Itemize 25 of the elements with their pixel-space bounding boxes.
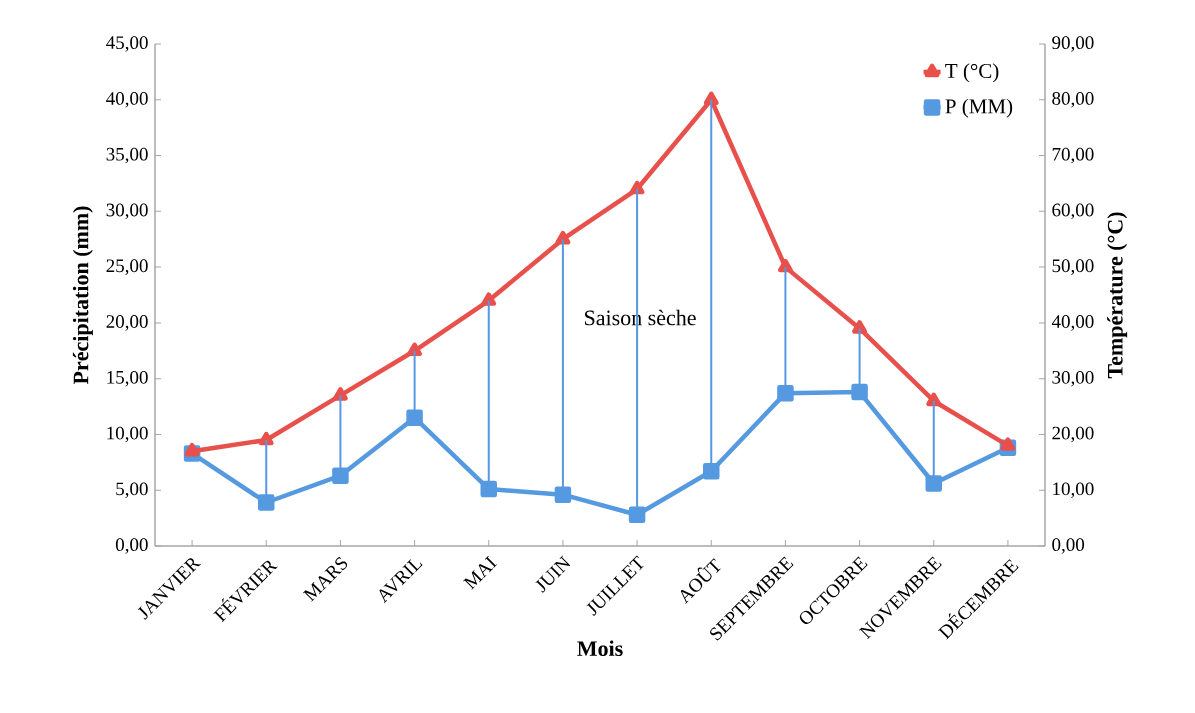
y2-tick-label: 80,00: [1052, 92, 1094, 108]
y-tick-label: 35,00: [106, 147, 148, 164]
x-axis-title: Mois: [577, 640, 623, 657]
y2-tick-label: 20,00: [1052, 426, 1094, 443]
y2-axis-title: Température (°C): [1107, 212, 1128, 379]
y-tick-label: 10,00: [107, 426, 148, 443]
y-tick-label: 25,00: [106, 259, 148, 275]
y2-tick-label: 70,00: [1052, 147, 1094, 164]
y-axis-title: Précipitation (mm): [72, 206, 93, 385]
y2-tick-label: 10,00: [1053, 482, 1094, 498]
y-tick-label: 15,00: [107, 370, 148, 387]
y2-tick-label: 40,00: [1051, 315, 1094, 331]
y-tick-label: 40,00: [106, 92, 148, 108]
y2-tick-label: 90,00: [1052, 36, 1094, 52]
legend-label: T (°C): [945, 63, 999, 83]
y2-tick-label: 50,00: [1052, 259, 1094, 275]
y-tick-label: 5,00: [116, 482, 148, 498]
y2-tick-label: 0,00: [1052, 538, 1085, 554]
y-tick-label: 0,00: [115, 538, 148, 554]
y-tick-label: 20,00: [106, 315, 148, 331]
y2-tick-label: 60,00: [1052, 203, 1094, 220]
y2-tick-label: 30,00: [1052, 370, 1094, 387]
y-tick-label: 30,00: [106, 203, 148, 220]
y-tick-label: 45,00: [106, 36, 148, 52]
legend-label: P (MM): [945, 98, 1013, 118]
